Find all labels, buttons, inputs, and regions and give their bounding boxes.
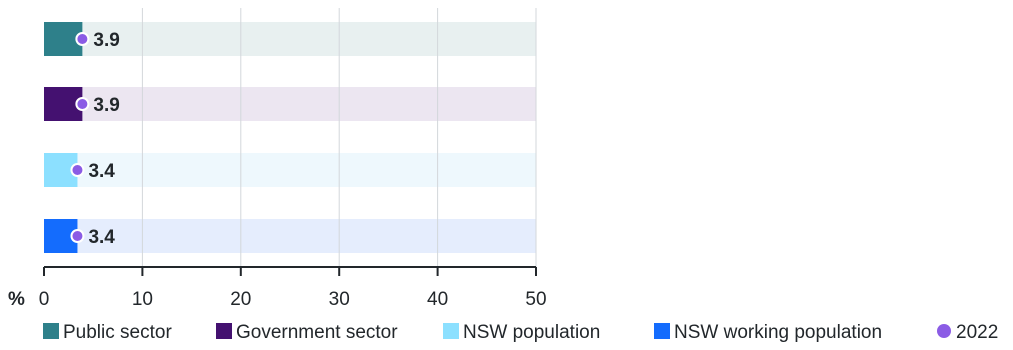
legend-swatch (216, 323, 232, 339)
data-label: 3.9 (93, 30, 119, 51)
bars-layer: 3.9 3.9 3.4 3.4 (44, 22, 120, 253)
legend-swatch (654, 323, 670, 339)
point-marker (75, 32, 90, 46)
legend: Public sector Government sector NSW popula… (43, 322, 998, 343)
legend-label: NSW population (463, 322, 600, 343)
data-label: 3.4 (88, 227, 115, 248)
tick-label: 20 (230, 289, 251, 310)
point-marker (70, 229, 85, 243)
legend-label: NSW working population (674, 322, 882, 343)
gridlines (141, 8, 537, 267)
tick-label: 10 (132, 289, 153, 310)
legend-label: Government sector (236, 322, 398, 343)
legend-swatch (443, 323, 459, 339)
tick-label: 0 (39, 289, 50, 310)
data-label: 3.9 (93, 95, 119, 116)
tick-label: 40 (427, 289, 448, 310)
bar-track (44, 22, 536, 56)
unit-label: % (8, 289, 25, 310)
legend-label: 2022 (956, 322, 998, 343)
tick-label: 50 (525, 289, 546, 310)
bar-track (44, 219, 536, 253)
data-label: 3.4 (88, 161, 115, 182)
tick-label: 30 (329, 289, 350, 310)
bar-track (44, 153, 536, 187)
legend-marker (937, 324, 951, 338)
track-layer (44, 22, 536, 253)
x-axis: 0 10 20 30 40 50% (8, 266, 547, 310)
legend-label: Public sector (63, 322, 172, 343)
point-marker (70, 163, 85, 177)
bar-track (44, 87, 536, 121)
legend-swatch (43, 323, 59, 339)
point-marker (75, 97, 90, 111)
